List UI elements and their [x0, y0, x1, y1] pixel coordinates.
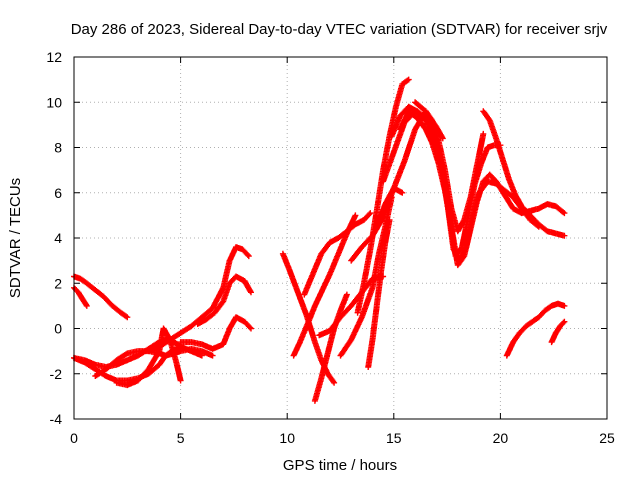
y-tick-label: 0	[54, 321, 62, 337]
plus-markers	[177, 314, 254, 352]
y-tick-label: 8	[54, 140, 62, 156]
plus-markers	[365, 216, 393, 370]
series-track-9	[194, 273, 254, 327]
series-track-8	[177, 314, 254, 352]
series-track-15	[337, 194, 395, 359]
series-track-24	[480, 108, 568, 239]
series-track-22	[412, 99, 446, 142]
plus-markers	[301, 210, 374, 298]
plus-markers	[548, 318, 568, 346]
series-track-17	[365, 216, 393, 370]
gridlines	[74, 57, 607, 419]
series-track-13	[301, 210, 374, 298]
data-marks	[71, 76, 568, 404]
series-track-7	[145, 244, 252, 355]
y-tick-labels: -4 -2 0 2 4 6 8 10 12	[46, 49, 62, 427]
plus-markers	[503, 300, 568, 359]
x-tick-label: 25	[599, 430, 615, 446]
x-tick-label: 10	[279, 430, 295, 446]
series-track-23	[373, 185, 406, 230]
plus-markers	[337, 194, 395, 359]
series-track-25	[503, 300, 568, 359]
plus-markers	[480, 108, 568, 239]
plot-frame	[73, 56, 608, 420]
chart-title: Day 286 of 2023, Sidereal Day-to-day VTE…	[71, 21, 608, 38]
y-tick-label: 2	[54, 275, 62, 291]
y-tick-label: -2	[50, 366, 63, 382]
y-axis-label: SDTVAR / TECUs	[7, 178, 24, 298]
plus-markers	[194, 273, 254, 327]
plus-markers	[145, 244, 252, 355]
y-tick-label: 6	[54, 185, 62, 201]
plus-markers	[373, 185, 406, 230]
x-tick-label: 0	[70, 430, 78, 446]
y-tick-label: 10	[46, 94, 62, 110]
series-track-26	[548, 318, 568, 346]
x-tick-label: 20	[493, 430, 509, 446]
x-axis-label: GPS time / hours	[283, 457, 397, 474]
x-tick-label: 15	[386, 430, 402, 446]
plus-markers	[412, 99, 446, 142]
y-tick-label: 4	[54, 230, 62, 246]
y-tick-label: -4	[50, 411, 63, 427]
x-tick-labels: 0 5 10 15 20 25	[70, 430, 615, 446]
y-tick-label: 12	[46, 49, 62, 65]
x-tick-label: 5	[177, 430, 185, 446]
